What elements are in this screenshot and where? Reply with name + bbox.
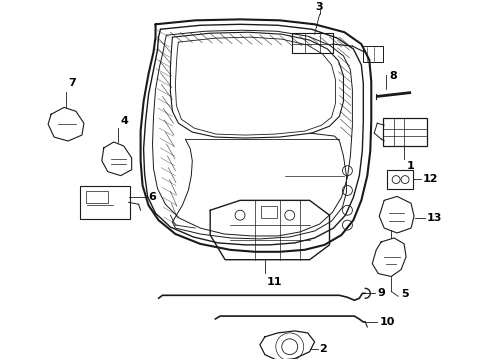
Text: 4: 4	[121, 116, 128, 126]
Text: 10: 10	[379, 317, 394, 327]
Text: 3: 3	[316, 3, 323, 13]
Text: 9: 9	[377, 288, 385, 298]
Text: 12: 12	[423, 174, 439, 184]
Text: 11: 11	[267, 276, 283, 287]
Text: 1: 1	[407, 161, 415, 171]
Text: 2: 2	[319, 344, 327, 354]
Text: 7: 7	[68, 78, 76, 87]
Text: 13: 13	[427, 213, 442, 223]
Text: 5: 5	[401, 289, 409, 300]
Text: 8: 8	[389, 71, 397, 81]
Text: 6: 6	[148, 192, 156, 202]
